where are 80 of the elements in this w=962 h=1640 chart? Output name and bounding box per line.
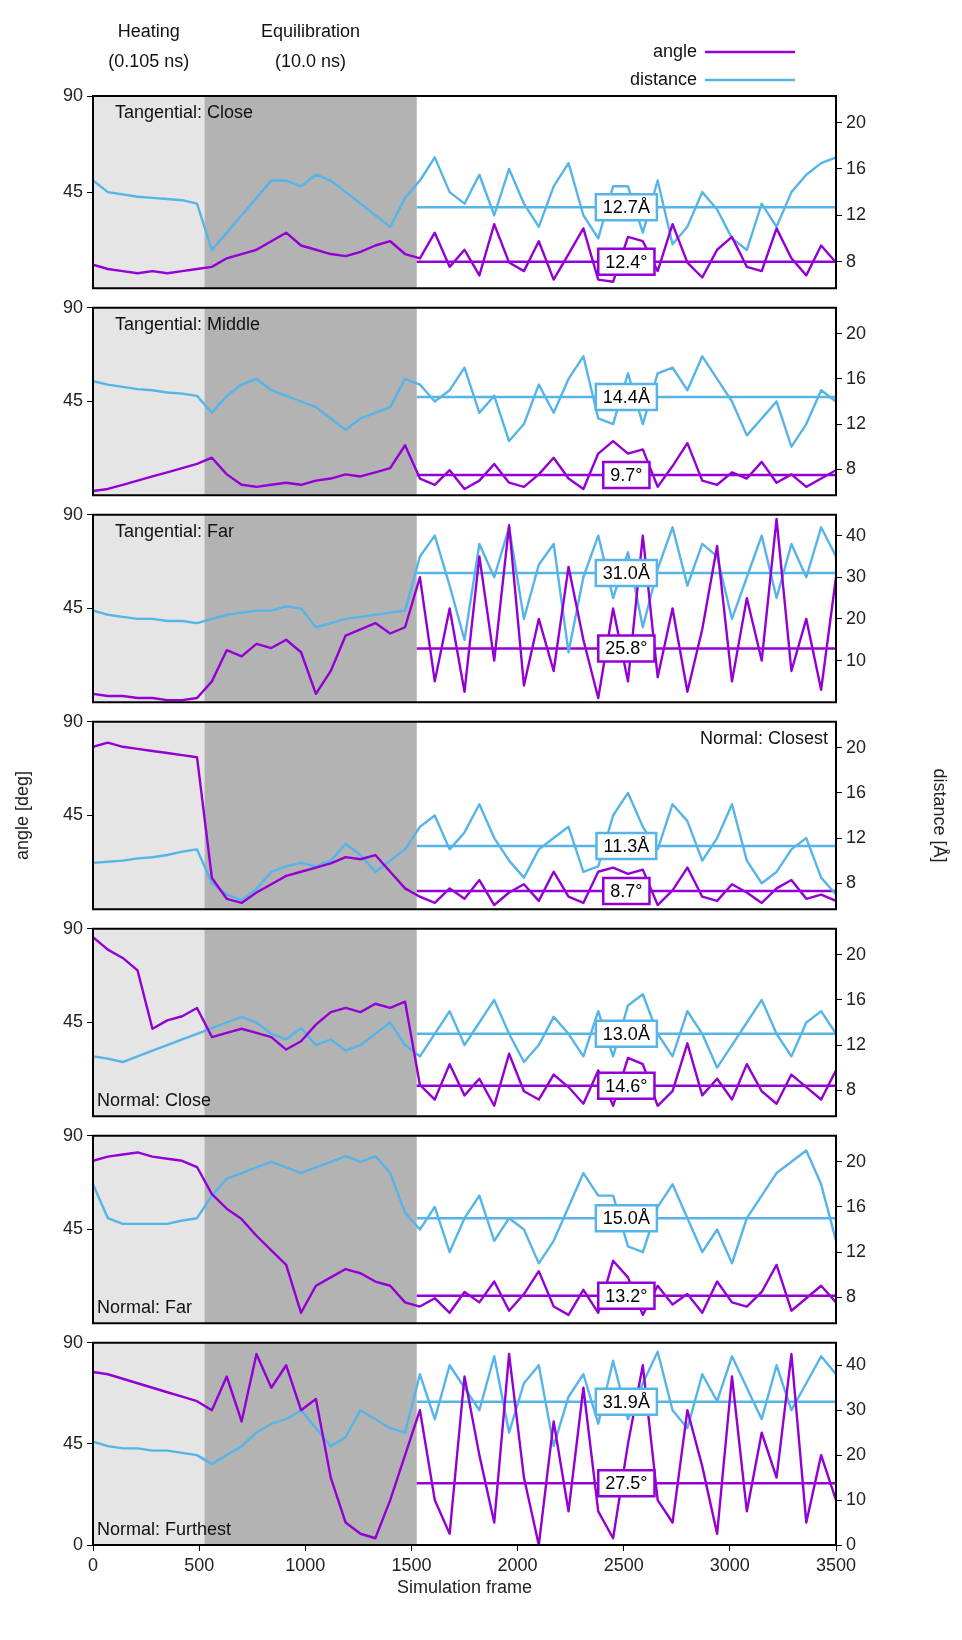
y-tick-label: 45	[62, 1432, 83, 1453]
y2-tick-label: 8	[846, 458, 857, 479]
y-tick-label: 90	[62, 1124, 83, 1145]
y-tick-label: 90	[62, 296, 83, 317]
x-tick-label: 2500	[603, 1554, 644, 1575]
y-tick-label: 90	[62, 710, 83, 731]
ref-line-label: 27.5°	[605, 1473, 648, 1494]
x-tick-label: 2000	[497, 1554, 538, 1575]
y2-tick-label: 12	[846, 413, 867, 434]
y2-tick-label: 16	[846, 157, 867, 178]
y2-tick-label: 20	[846, 607, 867, 628]
x-tick-label: 500	[184, 1554, 215, 1575]
y2-tick-label: 20	[846, 1150, 867, 1171]
ref-line-label: 14.6°	[605, 1075, 648, 1096]
y2-tick-label: 40	[846, 1354, 867, 1375]
band-label: Equilibration (10.0 ns)	[261, 20, 361, 71]
y-tick-label: 90	[62, 917, 83, 938]
text: Normal: Far	[97, 1297, 193, 1318]
y2-tick-label: 20	[846, 111, 867, 132]
y-tick-label: 45	[62, 597, 83, 618]
ref-line-label: 31.0Å	[602, 563, 650, 584]
ref-line-label: 14.4Å	[602, 386, 650, 407]
text: Normal: Furthest	[97, 1518, 232, 1539]
y2-tick-label: 12	[846, 1241, 867, 1262]
legend-label: distance	[629, 68, 697, 89]
ref-line-label: 9.7°	[610, 464, 643, 485]
y2-tick-label: 8	[846, 1079, 857, 1100]
y2-tick-label: 30	[846, 1399, 867, 1420]
y2-axis-title: distance [Å]	[930, 768, 951, 863]
ref-line-label: 12.4°	[605, 251, 648, 272]
ref-line-label: 12.7Å	[602, 197, 650, 218]
y2-tick-label: 12	[846, 204, 867, 225]
y-tick-label: 45	[62, 1218, 83, 1239]
y2-tick-label: 10	[846, 1489, 867, 1510]
y2-tick-label: 12	[846, 827, 867, 848]
x-axis-title: Simulation frame	[396, 1577, 533, 1598]
chart-title: Tangential: Middle	[115, 313, 261, 334]
ref-line-label: 11.3Å	[603, 835, 650, 856]
y-tick-label: 90	[62, 84, 83, 105]
y-tick-label: 45	[62, 390, 83, 411]
y-tick-label: 90	[62, 503, 83, 524]
ref-line-label: 13.2°	[605, 1285, 648, 1306]
y2-tick-label: 20	[846, 322, 867, 343]
x-tick-label: 3500	[815, 1554, 857, 1575]
y2-tick-label: 12	[846, 1034, 867, 1055]
y2-tick-label: 20	[846, 736, 867, 757]
y2-tick-label: 30	[846, 566, 867, 587]
y2-tick-label: 8	[846, 250, 857, 271]
y-axis-title: angle [deg]	[11, 770, 32, 861]
y-tick-label: 90	[62, 1331, 83, 1352]
y-tick-label: 45	[62, 181, 83, 202]
ref-line-label: 25.8°	[605, 638, 648, 659]
x-tick-label: 1500	[391, 1554, 432, 1575]
y-tick-label: 45	[62, 804, 83, 825]
ref-line-label: 31.9Å	[602, 1391, 650, 1412]
y2-tick-label: 20	[846, 943, 867, 964]
y-tick-label: 0	[72, 1533, 83, 1554]
x-tick-label: 3000	[709, 1554, 750, 1575]
ref-line-label: 15.0Å	[602, 1208, 650, 1229]
y2-tick-label: 16	[846, 367, 867, 388]
x-tick-label: 0	[87, 1554, 99, 1575]
y-tick-label: 45	[62, 1011, 83, 1032]
y2-tick-label: 16	[846, 781, 867, 802]
y2-tick-label: 8	[846, 872, 857, 893]
y2-tick-label: 20	[846, 1444, 867, 1465]
chart-title: Normal: Closest	[699, 727, 828, 748]
band-label: Heating (0.105 ns)	[108, 20, 190, 71]
y2-tick-label: 40	[846, 524, 867, 545]
y2-tick-label: 16	[846, 988, 867, 1009]
text: Normal: Close	[97, 1090, 212, 1111]
ref-line-label: 13.0Å	[602, 1023, 650, 1044]
y2-tick-label: 0	[846, 1533, 857, 1554]
ref-line-label: 8.7°	[610, 881, 643, 902]
y2-tick-label: 10	[846, 649, 867, 670]
legend-label: angle	[652, 40, 697, 61]
chart-title: Tangential: Far	[115, 520, 235, 541]
chart-title: Tangential: Close	[115, 101, 254, 122]
y2-tick-label: 8	[846, 1286, 857, 1307]
x-tick-label: 1000	[285, 1554, 326, 1575]
y2-tick-label: 16	[846, 1195, 867, 1216]
